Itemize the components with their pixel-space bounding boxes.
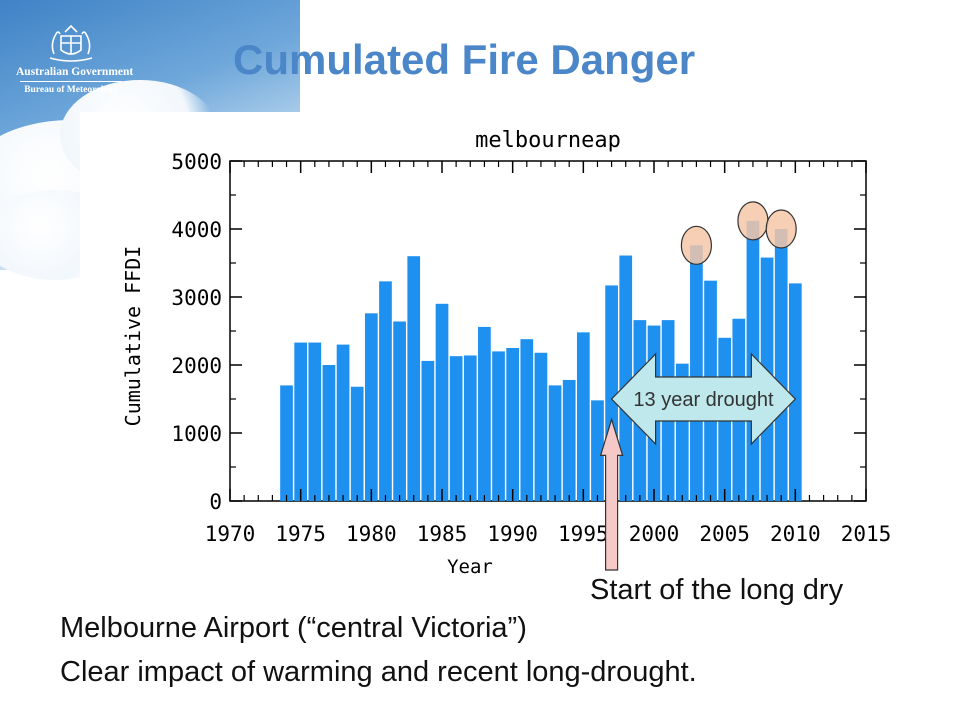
bar-1979 [350, 386, 364, 501]
caption-location: Melbourne Airport (“central Victoria”) [60, 612, 527, 644]
drought-start-arrow [599, 417, 624, 571]
agency-name: Bureau of Meteorology [24, 85, 118, 95]
y-tick-label-5000: 5000 [171, 150, 222, 174]
drought-arrow-label: 13 year drought [633, 389, 774, 411]
bar-1978 [336, 344, 350, 501]
x-tick-label-1970: 1970 [205, 522, 256, 546]
bar-1985 [435, 303, 449, 501]
bar-chart: 0 1000 2000 3000 4000 5000 1970 1975 1980 1985 199… [121, 128, 892, 578]
logo-divider [20, 81, 122, 82]
chart-panel: 0 1000 2000 3000 4000 5000 1970 1975 1980 1985 199… [80, 112, 910, 590]
x-tick-label-1980: 1980 [346, 522, 397, 546]
bar-1991 [520, 339, 534, 501]
highlight-circle-2003 [680, 225, 713, 265]
bar-1980 [364, 313, 378, 501]
bar-1988 [478, 326, 491, 501]
x-tick-label-1995: 1995 [558, 522, 609, 546]
bar-1984 [421, 360, 435, 501]
highlight-circle-2007 [737, 201, 769, 241]
y-tick-label-3000: 3000 [171, 286, 222, 310]
y-tick-label-2000: 2000 [171, 354, 222, 378]
bar-1990 [506, 348, 520, 501]
bar-1987 [463, 355, 477, 501]
bar-1975 [294, 342, 308, 501]
x-tick-label-2010: 2010 [770, 522, 821, 546]
x-tick-label-1975: 1975 [275, 522, 326, 546]
bar-1977 [322, 365, 336, 501]
bar-1974 [280, 385, 293, 501]
bar-1982 [393, 321, 406, 501]
slide-title: Cumulated Fire Danger [233, 36, 696, 83]
bar-1992 [534, 352, 548, 501]
chart-title: melbourneap [475, 128, 621, 153]
bar-1976 [308, 342, 322, 501]
caption-summary: Clear impact of warming and recent long-… [60, 656, 697, 688]
bar-1995 [576, 332, 590, 501]
drought-arrow [610, 352, 797, 446]
government-logo: Australian Government Bureau of Meteorol… [16, 24, 134, 95]
bar-2003 [690, 245, 703, 501]
bar-1998 [619, 255, 633, 501]
x-tick-label-1990: 1990 [487, 522, 538, 546]
bar-1986 [449, 356, 463, 501]
y-tick-label-4000: 4000 [171, 218, 222, 242]
y-tick-label-0: 0 [209, 490, 222, 514]
y-axis-title: Cumulative FFDI [121, 246, 145, 427]
highlight-circle-2009 [765, 209, 797, 249]
bar-1996 [591, 400, 604, 501]
y-tick-label-1000: 1000 [171, 422, 222, 446]
bar-1994 [562, 379, 576, 501]
coat-of-arms-icon [49, 24, 93, 62]
bar-2010 [788, 283, 802, 501]
x-tick-label-1985: 1985 [417, 522, 468, 546]
drought-start-note: Start of the long dry [590, 574, 844, 606]
x-tick-label-2015: 2015 [841, 522, 892, 546]
government-name: Australian Government [16, 66, 134, 78]
bar-1983 [407, 256, 421, 501]
x-tick-label-2005: 2005 [699, 522, 750, 546]
x-axis-title: Year [447, 556, 493, 578]
bar-1993 [548, 385, 562, 501]
x-tick-label-2000: 2000 [629, 522, 680, 546]
bar-1989 [492, 351, 505, 501]
bar-2009 [774, 229, 788, 501]
bar-1981 [379, 281, 392, 501]
